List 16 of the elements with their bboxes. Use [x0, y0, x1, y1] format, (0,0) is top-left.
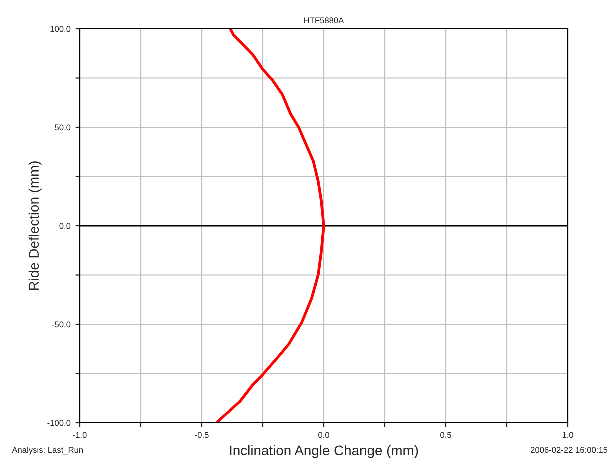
- x-tick-label: 1.0: [562, 432, 574, 438]
- x-tick-label: 0.5: [440, 432, 452, 438]
- y-axis-title: Ride Deflection (mm): [28, 162, 42, 290]
- x-tick-label: 0.0: [318, 432, 330, 438]
- x-tick-label: -1.0: [73, 432, 87, 438]
- x-axis-title: Inclination Angle Change (mm): [230, 445, 418, 458]
- chart-title: HTF5880A: [304, 18, 344, 24]
- x-tick-label: -0.5: [195, 432, 209, 438]
- line-series: [215, 29, 326, 423]
- y-tick-label: 100.0: [50, 26, 71, 32]
- y-tick-label: -100.0: [48, 420, 71, 426]
- text: 2006-02-22 16:00:15: [530, 447, 608, 454]
- text: Analysis: Last_Run: [12, 446, 84, 455]
- y-tick-label: 0.0: [60, 223, 71, 230]
- y-tick-label: 50.0: [55, 124, 71, 131]
- y-tick-label: -50.0: [52, 322, 71, 328]
